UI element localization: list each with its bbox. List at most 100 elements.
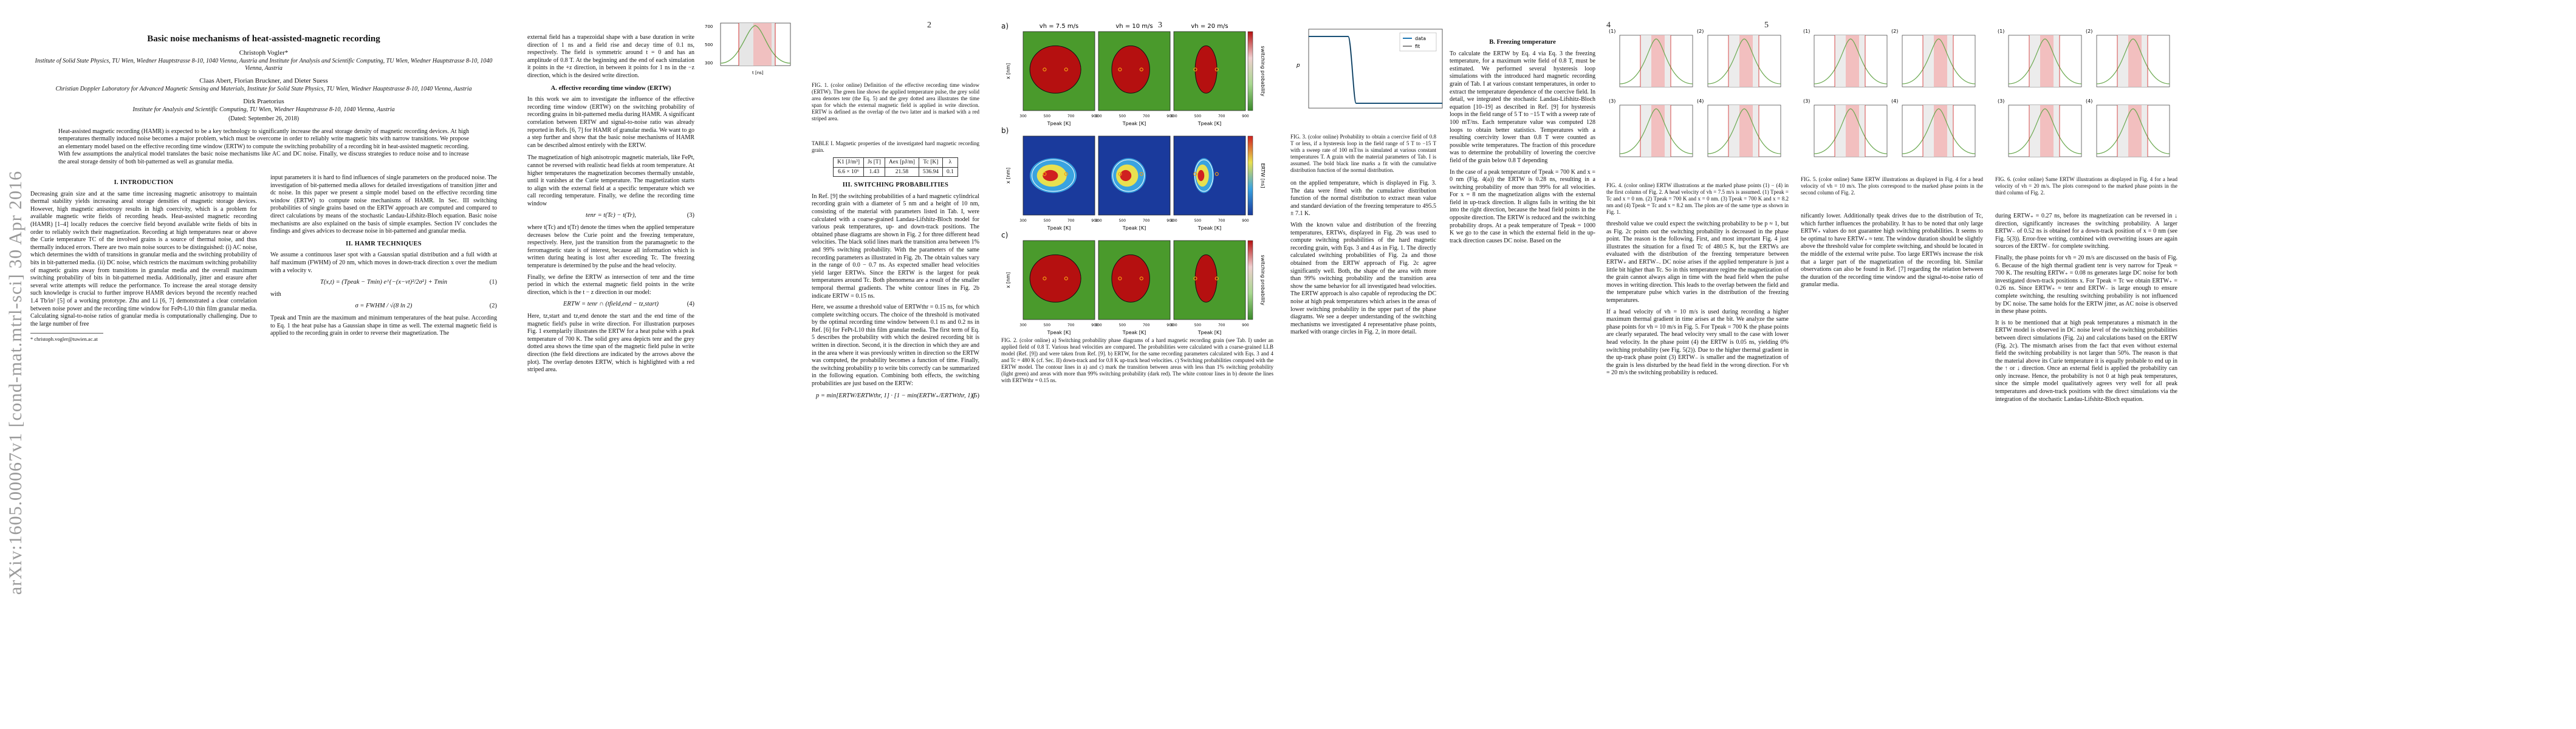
x-tick-label: 700: [1143, 219, 1150, 223]
figure-3-caption: FIG. 3. (color online) Probability to ob…: [1290, 134, 1436, 173]
body-text: Here, we assume a threshold value of ERT…: [812, 304, 979, 388]
affiliation-3: Institute for Analysis and Scientific Co…: [132, 106, 395, 113]
figure-3-plot: data fit p: [1296, 29, 1443, 109]
x-tick-label: 700: [1067, 219, 1075, 223]
row-label: a): [1001, 22, 1009, 30]
panel-label: (4): [1891, 98, 1898, 104]
row-label: c): [1001, 231, 1009, 239]
x-tick-label: 700: [1143, 323, 1150, 327]
x-tick-label: 700: [1143, 114, 1150, 118]
colorbar: [1247, 31, 1253, 111]
x-tick-label: 300: [1170, 114, 1177, 118]
y-axis-label: x [nm]: [1005, 272, 1011, 288]
paper-date: (Dated: September 26, 2018): [228, 115, 300, 122]
equation-2: σ = FWHM / √(8 ln 2) (2): [355, 303, 497, 310]
equation-4: ERTW = tenr ∩ (tfield,end − tz,start) (4): [563, 301, 694, 308]
affiliation-1: Institute of Solid State Physics, TU Wie…: [35, 58, 493, 72]
paper-title: Basic noise mechanisms of heat-assisted-…: [147, 34, 380, 44]
x-axis-label: Tpeak [K]: [1122, 225, 1146, 231]
equation-5: p = min[ERTW/ERTWthr, 1] · [1 − min(ERTW…: [815, 392, 979, 399]
body-text: In this work we aim to investigate the i…: [527, 96, 694, 149]
colorbar-label: switching probability: [1260, 46, 1266, 96]
x-tick-label: 900: [1242, 114, 1249, 118]
panel-label: (2): [1891, 29, 1898, 34]
x-tick-label: 500: [1194, 323, 1202, 327]
x-tick-label: 900: [1091, 323, 1098, 327]
x-tick-label: 300: [1095, 114, 1102, 118]
x-tick-label: 500: [1119, 219, 1126, 223]
table-1-caption: TABLE I. Magnetic properties of the inve…: [812, 140, 979, 153]
ertw-mini-grid: (1) (2) (3) (4): [1803, 29, 1976, 157]
x-tick-label: 300: [1019, 114, 1027, 118]
legend-entry: fit: [1415, 44, 1420, 49]
x-tick-label: 900: [1166, 323, 1174, 327]
body-text: We assume a continuous laser spot with a…: [270, 252, 497, 274]
figure-1-ertw-plot: 700 500 300 t [ns]: [705, 22, 791, 75]
column-title: vh = 7.5 m/s: [1040, 23, 1078, 30]
column-title: vh = 20 m/s: [1191, 23, 1228, 30]
body-text: on the applied temperature, which is dis…: [1290, 180, 1436, 217]
x-tick-label: 300: [1170, 323, 1177, 327]
x-tick-label: 300: [1019, 219, 1027, 223]
body-text: external field has a trapezoidal shape w…: [527, 34, 694, 79]
ertw-mini-grid: (1) (2) (3) (4): [1609, 29, 1781, 157]
x-axis-label: Tpeak [K]: [1197, 121, 1221, 126]
x-tick-label: 700: [1067, 323, 1075, 327]
equation-1: T(x,t) = (Tpeak − Tmin) e^{−(x−vt)²/2σ²}…: [320, 279, 497, 286]
colorbar-label: switching probability: [1260, 255, 1266, 305]
x-axis-label: Tpeak [K]: [1197, 225, 1221, 231]
affiliation-2: Christian Doppler Laboratory for Advance…: [55, 86, 472, 92]
x-tick-label: 900: [1242, 323, 1249, 327]
x-tick-label: 700: [1067, 114, 1075, 118]
colorbar: [1247, 135, 1253, 216]
ertw-mini-grid: (1) (2) (3) (4): [1998, 29, 2170, 157]
footnote: * christoph.vogler@tuwien.ac.at: [30, 333, 103, 343]
x-tick-label: 300: [1019, 323, 1027, 327]
figure-1-caption: FIG. 1. (color online) Definition of the…: [812, 82, 979, 122]
page-3: 4 data fit p FIG. 3. (color online) Prob…: [1278, 0, 1801, 729]
intro-text: Decreasing grain size and at the same ti…: [30, 190, 257, 327]
body-text: Tpeak and Tmin are the maximum and minim…: [270, 314, 497, 337]
body-text: during ERTW₊ = 0.27 ns, before its magne…: [1995, 213, 2177, 250]
table-1: K1 [J/m³] Js [T] Aex [pJ/m] Tc [K] λ 6.6…: [833, 157, 958, 177]
section-heading-switching: III. SWITCHING PROBABILITIES: [842, 182, 949, 189]
panel-label: (2): [1697, 29, 1704, 34]
x-tick-label: 300: [1095, 219, 1102, 223]
x-tick-label: 500: [1044, 114, 1051, 118]
x-tick-label: 900: [1166, 114, 1174, 118]
figure-5: (1) (2) (3) (4): [1801, 24, 1983, 170]
panel-label: (3): [1609, 98, 1615, 104]
page-1-column-1: I. INTRODUCTION Decreasing grain size an…: [30, 174, 257, 343]
body-text: The magnetization of high anisotropic ma…: [527, 154, 694, 207]
equation-3: tenr = t(Tc) − t(Tr), (3): [586, 212, 694, 219]
x-tick-label: 700: [1218, 219, 1225, 223]
page-1: Basic noise mechanisms of heat-assisted-…: [6, 0, 521, 729]
abstract: Heat-assisted magnetic recording (HAMR) …: [58, 128, 469, 165]
section-heading-hamr: II. HAMR TECHNIQUES: [346, 240, 422, 247]
body-text: It is to be mentioned that at high peak …: [1995, 319, 2177, 403]
panel-label: (1): [1609, 29, 1615, 34]
figure-4-caption: FIG. 4. (color online) ERTW illustration…: [1606, 182, 1789, 215]
page-number: 5: [1764, 21, 1769, 30]
figure-6: (1) (2) (3) (4): [1995, 24, 2177, 170]
author-3: Dirk Praetorius: [243, 98, 284, 105]
body-text: With the known value and distribution of…: [1290, 221, 1436, 336]
body-text: threshold value we could expect the swit…: [1606, 221, 1789, 304]
page-4-5: (1) (2) (3) (4) FIG. 5. (color online) Same…: [1801, 0, 2576, 729]
colorbar-label: ERTW [ns]: [1260, 163, 1266, 188]
panel-label: (1): [1803, 29, 1810, 34]
figure-4: (1) (2) (3) (4): [1606, 24, 1789, 170]
panel-label: (2): [2086, 29, 2092, 34]
x-tick-label: 900: [1091, 114, 1098, 118]
x-axis-label: Tpeak [K]: [1122, 330, 1146, 335]
x-tick-label: 300: [1095, 323, 1102, 327]
x-axis-label: Tpeak [K]: [1122, 121, 1146, 126]
body-text: To calculate the ERTW by Eq. 4 via Eq. 3…: [1450, 50, 1595, 164]
fig3-ylabel: p: [1296, 63, 1300, 69]
x-tick-label: 300: [1170, 219, 1177, 223]
figure-2: a) b) c) vh = 7.5 m/s x [nm] Tpeak [K] 300 5…: [1001, 19, 1275, 335]
x-tick-label: 900: [1166, 219, 1174, 223]
figure-2-grid: vh = 7.5 m/s x [nm] Tpeak [K] 300 500 700 900 v…: [1005, 23, 1266, 335]
x-tick-label: 900: [1091, 219, 1098, 223]
panel-label: (4): [1697, 98, 1704, 104]
